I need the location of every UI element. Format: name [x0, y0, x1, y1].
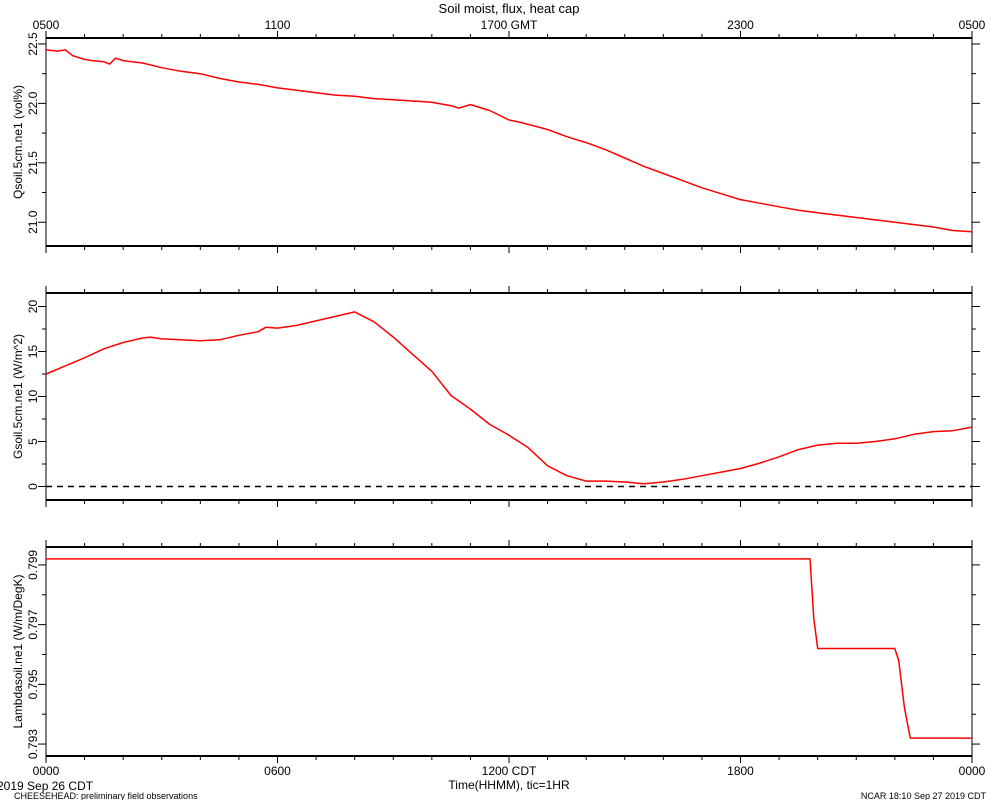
- y-tick-label: 15: [26, 345, 40, 359]
- y-tick-label: 0.799: [26, 550, 40, 580]
- bottom-axis-labels: 0000 0600 1200 CDT 1800 0000: [33, 764, 986, 778]
- y-tick-label: 0.797: [26, 609, 40, 639]
- chart-title: Soil moist, flux, heat cap: [439, 1, 580, 16]
- y-tick-label: 5: [26, 438, 40, 445]
- y-tick-label: 22.5: [26, 32, 40, 56]
- y-tick-label: 0: [26, 483, 40, 490]
- y-tick-label: 0.795: [26, 669, 40, 699]
- y-tick-label: 21.0: [26, 210, 40, 234]
- footer-stamp: NCAR 18:10 Sep 27 2019 CDT: [861, 791, 987, 800]
- panel-soil-heat-flux: 0 5 10 15 20 Gsoil.5cm.ne1 (W/m^2): [11, 286, 980, 507]
- top-tick-label: 2300: [727, 18, 754, 32]
- top-tick-label: 1700 GMT: [481, 18, 538, 32]
- y-tick-label: 10: [26, 390, 40, 404]
- top-tick-label: 0500: [33, 18, 60, 32]
- series-line: [46, 558, 972, 739]
- series-line: [45, 311, 973, 485]
- y-axis-label: Lambdasoil.ne1 (W/m/DegK): [11, 574, 25, 728]
- x-axis-label: Time(HHMM), tic=1HR: [448, 778, 570, 792]
- y-axis-label: Qsoil.5cm.ne1 (vol%): [11, 85, 25, 199]
- footer-date-left: 2019 Sep 26 CDT: [0, 779, 94, 793]
- y-tick-label: 22.0: [26, 91, 40, 115]
- panel-soil-moisture: 21.0 21.5 22.0 22.5 Qsoil.5cm.ne1 (vol%): [11, 31, 980, 253]
- series-line: [45, 49, 973, 233]
- bottom-tick-label: 1200 CDT: [482, 764, 537, 778]
- y-tick-label: 0.793: [26, 729, 40, 759]
- footer-project: CHEESEHEAD: preliminary field observatio…: [14, 791, 198, 800]
- y-axis-label: Gsoil.5cm.ne1 (W/m^2): [11, 334, 25, 459]
- top-tick-label: 0500: [959, 18, 986, 32]
- y-tick-label: 21.5: [26, 151, 40, 175]
- bottom-tick-label: 0000: [33, 764, 60, 778]
- bottom-tick-label: 0600: [264, 764, 291, 778]
- y-tick-label: 20: [26, 300, 40, 314]
- bottom-tick-label: 0000: [959, 764, 986, 778]
- top-tick-label: 1100: [265, 18, 291, 32]
- bottom-tick-label: 1800: [727, 764, 754, 778]
- top-axis-labels: 0500 1100 1700 GMT 2300 0500: [33, 18, 986, 32]
